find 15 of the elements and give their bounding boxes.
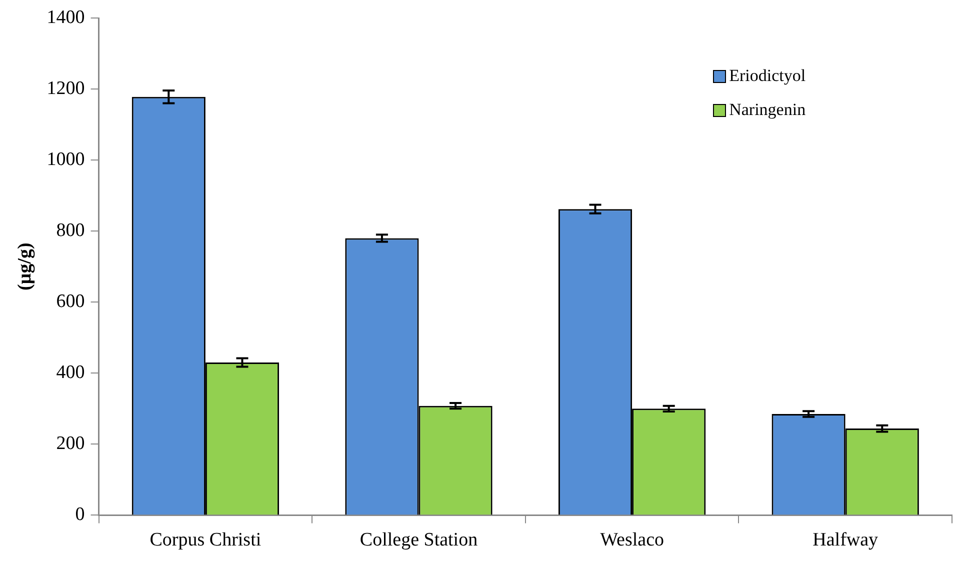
x-tick-label: Weslaco <box>600 530 664 551</box>
x-tick-label: Halfway <box>812 530 879 551</box>
x-tick-label: College Station <box>360 530 478 551</box>
legend-label: Eriodictyol <box>729 66 806 86</box>
y-tick-label: 1400 <box>46 6 85 28</box>
legend-label: Naringenin <box>729 100 806 120</box>
x-tick-label: Corpus Christi <box>150 530 262 551</box>
y-axis-title: (µg/g) <box>14 242 36 291</box>
y-tick-label: 400 <box>56 362 85 384</box>
y-tick-label: 800 <box>56 220 85 242</box>
y-tick-label: 0 <box>75 504 85 526</box>
y-tick-label: 200 <box>56 433 85 454</box>
y-tick-label: 1200 <box>46 78 85 100</box>
y-tick-label: 600 <box>56 291 85 312</box>
y-tick-label: 1000 <box>46 149 85 170</box>
